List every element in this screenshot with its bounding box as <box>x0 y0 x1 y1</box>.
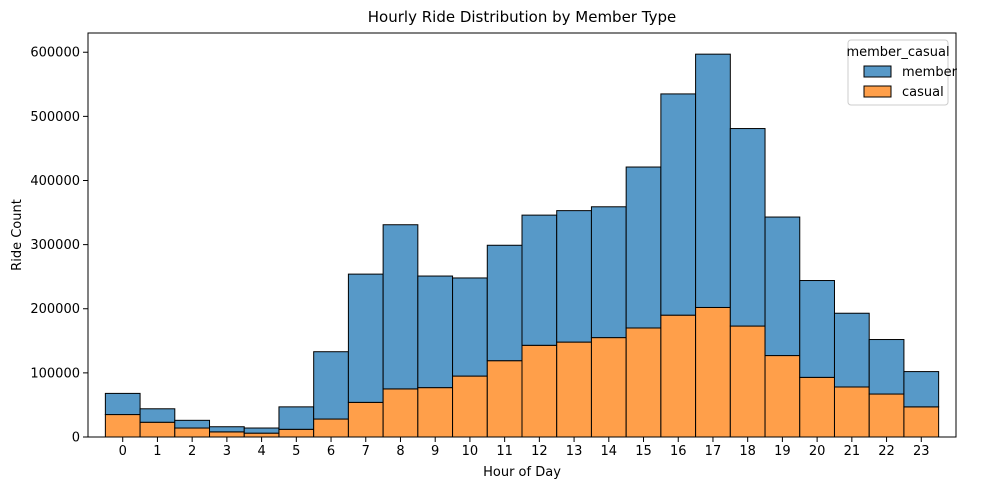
legend-swatch-casual <box>863 85 892 98</box>
x-tick-label: 16 <box>670 444 687 459</box>
legend-label-casual: casual <box>902 85 944 100</box>
bar-member-8 <box>382 224 419 390</box>
x-tick-label: 8 <box>396 444 404 459</box>
x-tick-label: 19 <box>774 444 791 459</box>
bar-member-16 <box>660 93 697 316</box>
bar-casual-3 <box>209 431 245 438</box>
bar-member-15 <box>625 166 662 329</box>
bar-casual-16 <box>660 314 697 438</box>
bar-casual-18 <box>729 325 766 438</box>
bar-member-13 <box>556 210 592 343</box>
x-tick-label: 23 <box>913 444 930 459</box>
y-axis: 0 100000 200000 300000 400000 500000 600000 <box>30 46 88 446</box>
bar-member-0 <box>104 392 141 416</box>
x-tick-label: 22 <box>878 444 895 459</box>
legend-label-member: member <box>902 65 958 80</box>
bar-member-11 <box>486 244 523 362</box>
x-tick-label: 7 <box>362 444 370 459</box>
bar-casual-8 <box>382 388 419 438</box>
bar-casual-11 <box>486 360 523 438</box>
x-tick-label: 6 <box>327 444 335 459</box>
x-tick-label: 12 <box>531 444 548 459</box>
bar-casual-5 <box>278 428 315 438</box>
bar-member-6 <box>313 351 349 420</box>
bar-member-9 <box>417 275 454 389</box>
bar-member-3 <box>209 426 245 433</box>
plot-frame <box>87 32 957 438</box>
legend-title: member_casual <box>846 45 949 60</box>
bar-casual-20 <box>799 376 835 438</box>
bar-member-4 <box>243 427 280 434</box>
bar-casual-12 <box>521 344 558 438</box>
bar-casual-4 <box>243 432 280 438</box>
y-tick-label: 500000 <box>30 110 80 125</box>
y-tick-label: 400000 <box>30 174 80 189</box>
bar-member-17 <box>695 53 731 308</box>
bar-member-20 <box>799 280 835 378</box>
bar-casual-22 <box>868 393 905 438</box>
bar-member-19 <box>764 216 801 357</box>
x-tick-label: 0 <box>119 444 127 459</box>
x-tick-label: 14 <box>601 444 618 459</box>
bar-member-10 <box>452 277 488 377</box>
y-tick-label: 300000 <box>30 238 80 253</box>
x-tick-label: 5 <box>292 444 300 459</box>
bar-casual-1 <box>139 421 176 438</box>
x-tick-label: 13 <box>566 444 583 459</box>
x-tick-label: 18 <box>739 444 756 459</box>
bar-member-23 <box>903 371 940 408</box>
bar-casual-13 <box>556 341 592 438</box>
bar-casual-2 <box>174 427 211 438</box>
bar-casual-6 <box>313 418 349 438</box>
legend-swatch-member <box>863 65 892 78</box>
x-tick-label: 2 <box>188 444 196 459</box>
bar-casual-23 <box>903 406 940 438</box>
x-tick-label: 15 <box>635 444 652 459</box>
bar-member-5 <box>278 406 315 430</box>
bar-casual-9 <box>417 387 454 438</box>
x-tick-label: 21 <box>844 444 861 459</box>
x-tick-label: 9 <box>431 444 439 459</box>
x-axis-title: Hour of Day <box>483 465 561 480</box>
bar-member-1 <box>139 408 176 423</box>
x-tick-label: 4 <box>257 444 265 459</box>
bar-casual-17 <box>695 306 731 438</box>
bar-member-21 <box>833 312 870 388</box>
bar-casual-21 <box>833 386 870 438</box>
bar-casual-10 <box>452 375 488 438</box>
bar-casual-15 <box>625 327 662 438</box>
bar-casual-19 <box>764 355 801 438</box>
bar-member-12 <box>521 214 558 346</box>
bars-group <box>104 53 940 438</box>
x-tick-label: 3 <box>223 444 231 459</box>
x-tick-label: 1 <box>153 444 161 459</box>
x-tick-label: 20 <box>809 444 826 459</box>
bar-casual-14 <box>590 337 627 438</box>
chart-title: Hourly Ride Distribution by Member Type <box>368 8 676 26</box>
x-tick-label: 11 <box>496 444 513 459</box>
bar-member-14 <box>590 206 627 339</box>
x-axis: 0 1 2 3 4 5 6 7 8 9 10 11 12 13 14 15 16 17 18 19 20 21 22 23 <box>119 437 930 459</box>
bar-casual-0 <box>104 414 141 438</box>
bar-member-2 <box>174 419 211 429</box>
y-tick-label: 200000 <box>30 302 80 317</box>
bar-member-22 <box>868 339 905 395</box>
y-tick-label: 0 <box>72 431 80 446</box>
y-tick-label: 100000 <box>30 366 80 381</box>
bar-member-7 <box>347 273 384 403</box>
x-tick-label: 17 <box>705 444 722 459</box>
x-tick-label: 10 <box>462 444 479 459</box>
y-tick-label: 600000 <box>30 46 80 61</box>
bar-casual-7 <box>347 401 384 438</box>
y-axis-title: Ride Count <box>10 199 25 271</box>
bar-member-18 <box>729 128 766 327</box>
